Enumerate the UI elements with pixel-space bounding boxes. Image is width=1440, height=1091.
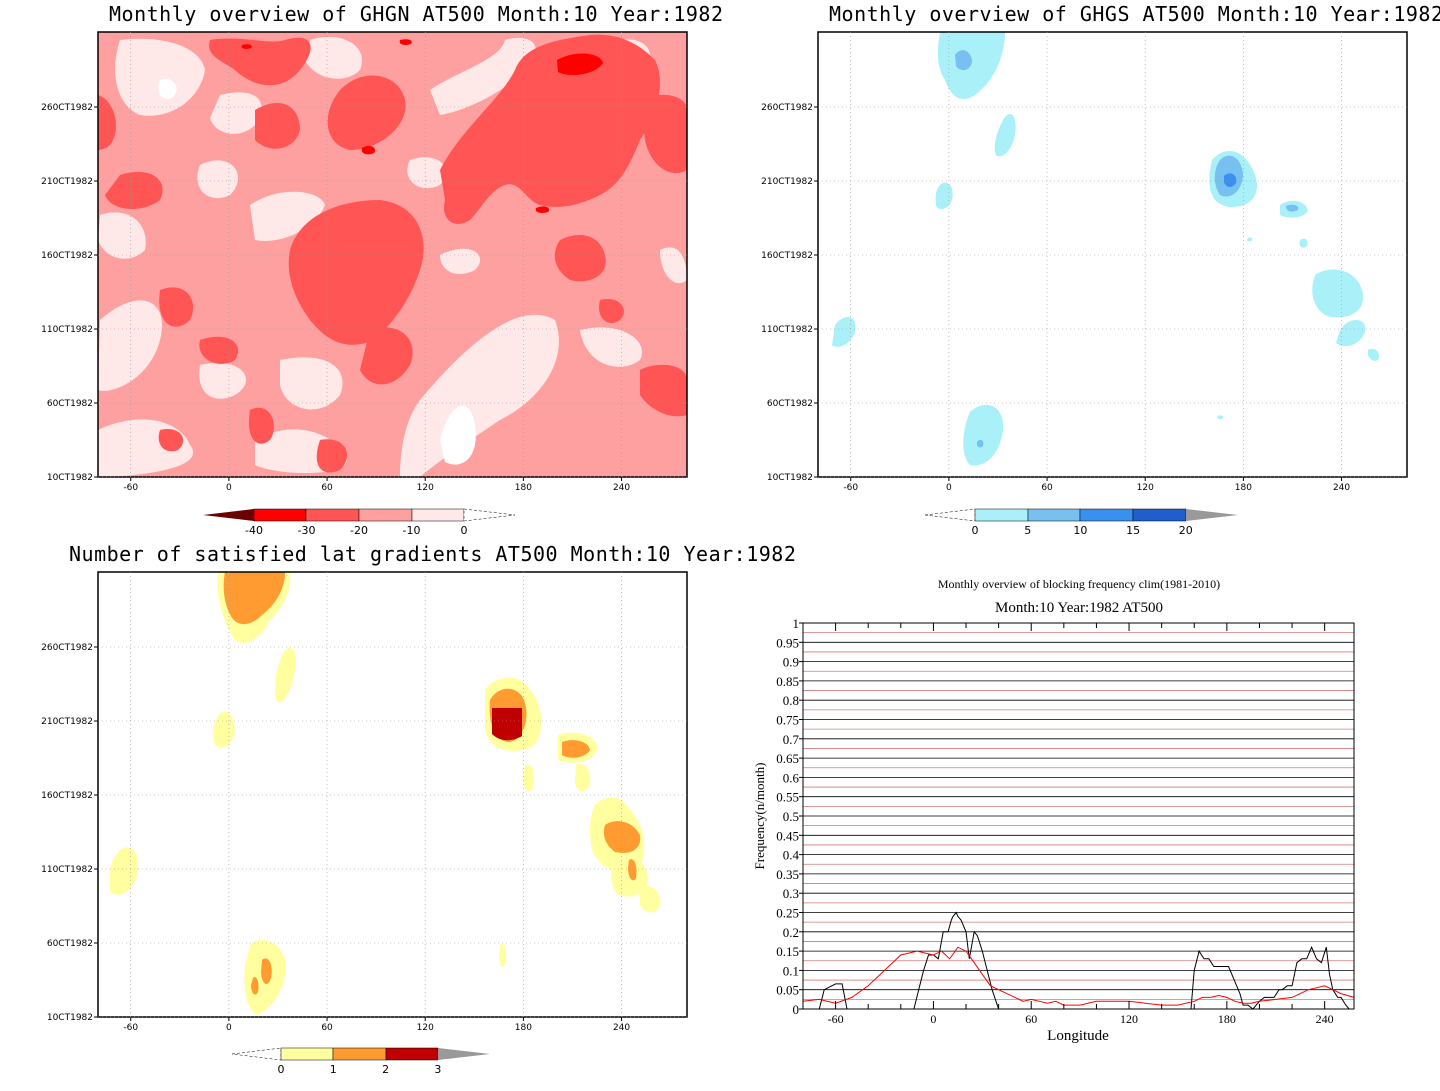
y-tick-label: 0: [793, 1002, 800, 1017]
x-tick-label: 60: [321, 1023, 333, 1033]
x-tick-label: -60: [828, 1012, 844, 1026]
line-chart-title: Monthly overview of blocking frequency c…: [938, 577, 1220, 591]
ghgs-title: Monthly overview of GHGS AT500 Month:10 …: [829, 2, 1440, 26]
y-tick-label: 0.55: [776, 790, 799, 805]
y-tick-label: 60CT1982: [47, 399, 93, 409]
colorbar-label: 0: [278, 1063, 285, 1076]
x-tick-label: 240: [1316, 1012, 1334, 1026]
x-tick-label: 240: [1333, 483, 1350, 493]
y-tick-label: 260CT1982: [761, 103, 813, 113]
x-tick-label: 0: [946, 483, 952, 493]
y-tick-label: 10CT1982: [767, 473, 813, 483]
x-tick-label: 120: [1137, 483, 1154, 493]
lat-gradient-title: Number of satisfied lat gradients AT500 …: [69, 542, 797, 566]
lat-gradient-axis-ticks: -60 0 60 120 180 240 10CT1982 60CT1982 110CT1982…: [41, 572, 687, 1033]
x-tick-label: 180: [1218, 1012, 1236, 1026]
series-line-red: [802, 946, 1355, 1006]
y-tick-label: 160CT1982: [41, 251, 93, 261]
x-tick-label: 180: [1235, 483, 1252, 493]
y-tick-label: 0.95: [776, 635, 799, 650]
y-tick-label: 0.15: [776, 944, 799, 959]
y-tick-label: 210CT1982: [41, 177, 93, 187]
colorbar-label: 0: [972, 524, 979, 537]
y-tick-label: 1: [793, 616, 800, 631]
colorbar-label: -10: [403, 524, 421, 537]
colorbar-label: 0: [461, 524, 468, 537]
blocking-frequency-chart: Monthly overview of blocking frequency c…: [752, 577, 1355, 1044]
y-tick-label: 10CT1982: [47, 1013, 93, 1023]
ghgn-title: Monthly overview of GHGN AT500 Month:10 …: [109, 2, 724, 26]
x-tick-label: -60: [123, 1023, 138, 1033]
x-tick-label: 240: [613, 483, 630, 493]
y-tick-label: 10CT1982: [47, 473, 93, 483]
colorbar-label: 10: [1073, 524, 1087, 537]
y-tick-label: 160CT1982: [761, 251, 813, 261]
colorbar-label: -20: [350, 524, 368, 537]
y-tick-label: 0.3: [783, 886, 799, 901]
x-tick-label: 60: [1025, 1012, 1037, 1026]
y-tick-label: 110CT1982: [761, 325, 813, 335]
x-tick-label: 60: [321, 483, 333, 493]
y-tick-label: 0.2: [783, 925, 799, 940]
y-tick-label: 60CT1982: [767, 399, 813, 409]
y-tick-label: 0.75: [776, 713, 799, 728]
x-tick-label: 0: [226, 1023, 232, 1033]
y-tick-label: 0.65: [776, 751, 799, 766]
y-tick-label: 0.1: [783, 963, 799, 978]
y-tick-label: 110CT1982: [41, 865, 93, 875]
y-tick-label: 0.35: [776, 867, 799, 882]
y-tick-label: 0.85: [776, 674, 799, 689]
y-tick-label: 60CT1982: [47, 939, 93, 949]
colorbar-label: 5: [1024, 524, 1031, 537]
line-chart-subtitle: Month:10 Year:1982 AT500: [995, 600, 1163, 616]
x-tick-label: 180: [515, 1023, 532, 1033]
lat-gradient-colorbar: 0 1 2 3: [231, 1047, 490, 1076]
colorbar-label: 3: [434, 1063, 441, 1076]
x-tick-label: 120: [1120, 1012, 1138, 1026]
ghgn-colorbar: -40 -30 -20 -10 0: [203, 508, 516, 537]
x-tick-label: 120: [417, 483, 434, 493]
colorbar-label: 2: [382, 1063, 389, 1076]
y-tick-label: 210CT1982: [41, 717, 93, 727]
x-tick-label: 0: [226, 483, 232, 493]
ghgn-map: -60 0 60 120 180 240 10CT1982 60CT1982 110CT1982…: [41, 31, 688, 493]
y-tick-label: 0.5: [783, 809, 799, 824]
colorbar-label: 20: [1179, 524, 1193, 537]
x-tick-label: 0: [930, 1012, 936, 1026]
ghgn-axis-ticks: -60 0 60 120 180 240 10CT1982 60CT1982 110CT1982…: [41, 32, 687, 493]
y-tick-label: 260CT1982: [41, 643, 93, 653]
series-line-black: [803, 911, 1354, 1010]
ghgs-map: -60 0 60 120 180 240 10CT1982 60CT1982 110CT1982…: [761, 31, 1408, 493]
colorbar-label: 1: [330, 1063, 337, 1076]
y-tick-label: 0.9: [783, 655, 799, 670]
x-tick-label: -60: [123, 483, 138, 493]
x-tick-label: -60: [843, 483, 858, 493]
y-tick-label: 260CT1982: [41, 103, 93, 113]
x-axis-label: Longitude: [1047, 1028, 1109, 1044]
y-tick-label: 0.7: [783, 732, 800, 747]
colorbar-label: 15: [1126, 524, 1140, 537]
ghgs-axis-ticks: -60 0 60 120 180 240 10CT1982 60CT1982 110CT1982…: [761, 32, 1407, 493]
x-tick-label: 60: [1041, 483, 1053, 493]
lat-gradient-map: -60 0 60 120 180 240 10CT1982 60CT1982 110CT1982…: [41, 571, 688, 1033]
x-tick-label: 240: [613, 1023, 630, 1033]
y-tick-label: 110CT1982: [41, 325, 93, 335]
ghgs-colorbar: 0 5 10 15 20: [924, 508, 1238, 537]
y-tick-label: 160CT1982: [41, 791, 93, 801]
y-tick-label: 0.05: [776, 983, 799, 998]
colorbar-label: -30: [298, 524, 316, 537]
y-tick-label: 0.6: [783, 770, 800, 785]
y-tick-label: 0.45: [776, 828, 799, 843]
y-tick-label: 0.4: [783, 848, 800, 863]
y-tick-label: 210CT1982: [761, 177, 813, 187]
y-tick-label: 0.25: [776, 906, 799, 921]
y-axis-label: Frequency(n/month): [752, 763, 767, 870]
colorbar-label: -40: [245, 524, 263, 537]
x-tick-label: 180: [515, 483, 532, 493]
x-tick-label: 120: [417, 1023, 434, 1033]
y-tick-label: 0.8: [783, 693, 799, 708]
